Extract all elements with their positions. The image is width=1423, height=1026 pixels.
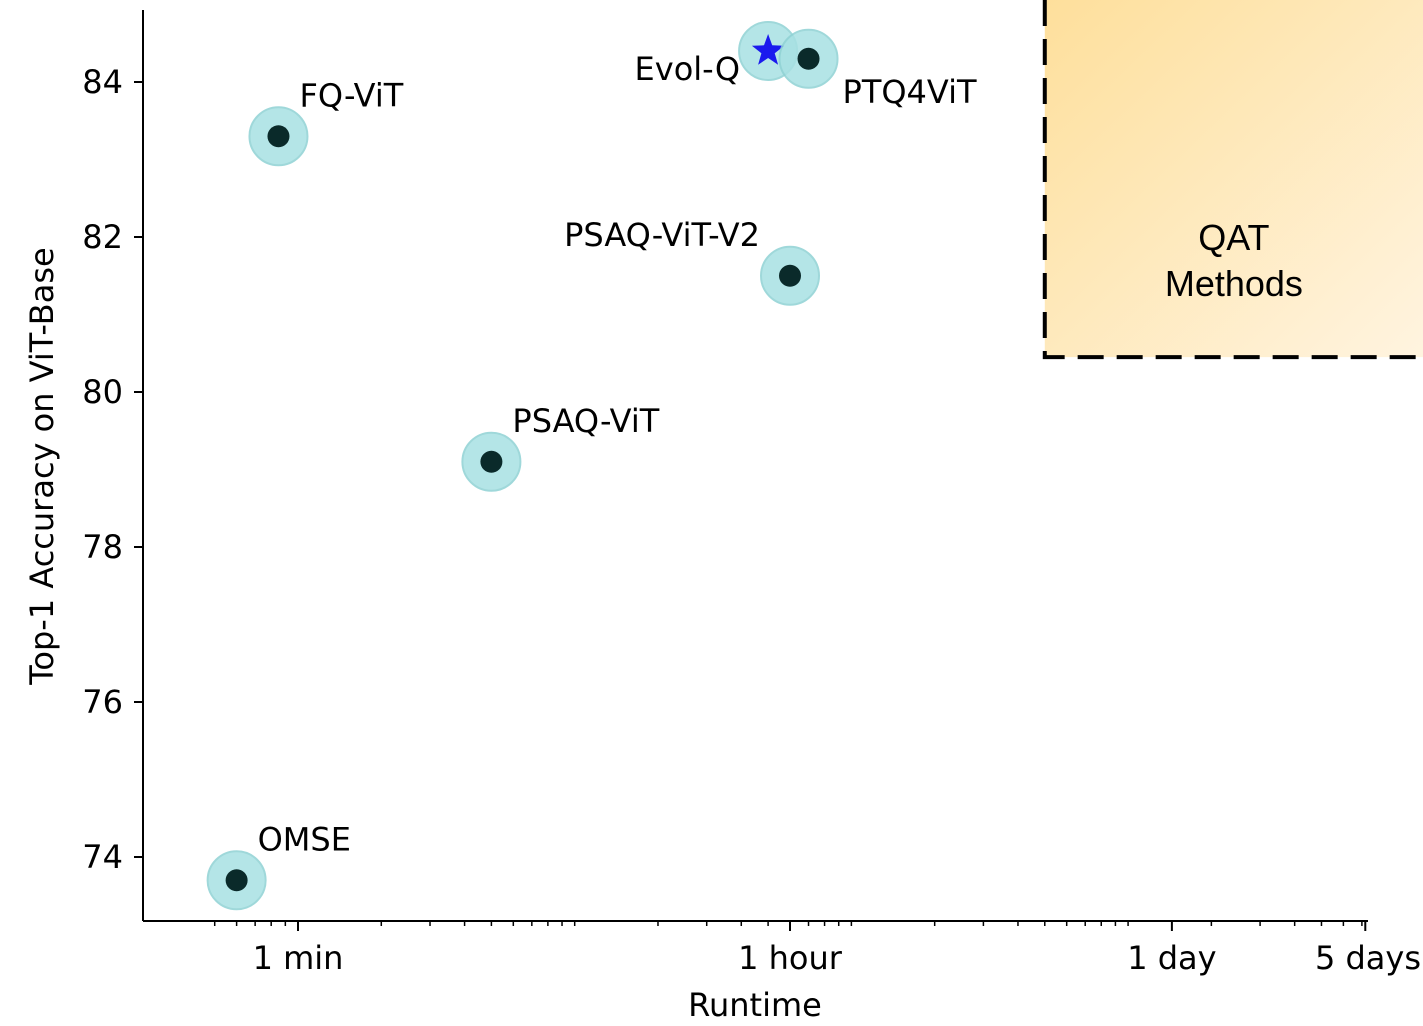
qat-region-border	[1042, 0, 1423, 360]
point-dot-ptq4vit	[797, 47, 820, 70]
point-label-fq-vit: FQ-ViT	[299, 76, 403, 114]
y-tick-label: 82	[82, 218, 123, 256]
x-tick-label: 1 hour	[738, 939, 843, 977]
y-axis-title: Top-1 Accuracy on ViT-Base	[23, 247, 61, 685]
qat-region-label: QAT	[1198, 217, 1269, 258]
point-label-omse: OMSE	[258, 820, 351, 858]
x-tick-label: 1 min	[253, 939, 344, 977]
qat-region-label: Methods	[1165, 263, 1303, 304]
point-label-psaq-vit-v2: PSAQ-ViT-V2	[564, 216, 760, 254]
qat-region	[1044, 0, 1423, 358]
point-dot-omse	[225, 869, 248, 892]
point-dot-fq-vit	[267, 125, 290, 148]
point-dot-psaq-vit	[480, 450, 503, 473]
point-label-evol-q: Evol-Q	[635, 50, 741, 88]
point-dot-psaq-vit-v2	[779, 264, 801, 287]
x-tick-label: 1 day	[1127, 939, 1216, 977]
point-star-evol-q	[751, 34, 785, 65]
x-axis-title: Runtime	[688, 986, 822, 1024]
point-label-psaq-vit: PSAQ-ViT	[512, 402, 659, 440]
y-tick-label: 78	[82, 528, 123, 566]
y-tick-label: 84	[82, 63, 123, 101]
y-tick-label: 74	[82, 838, 123, 876]
y-tick-label: 80	[82, 373, 123, 411]
point-label-ptq4vit: PTQ4ViT	[843, 73, 977, 111]
y-tick-label: 76	[82, 683, 123, 721]
x-tick-label: 5 days	[1315, 939, 1421, 977]
